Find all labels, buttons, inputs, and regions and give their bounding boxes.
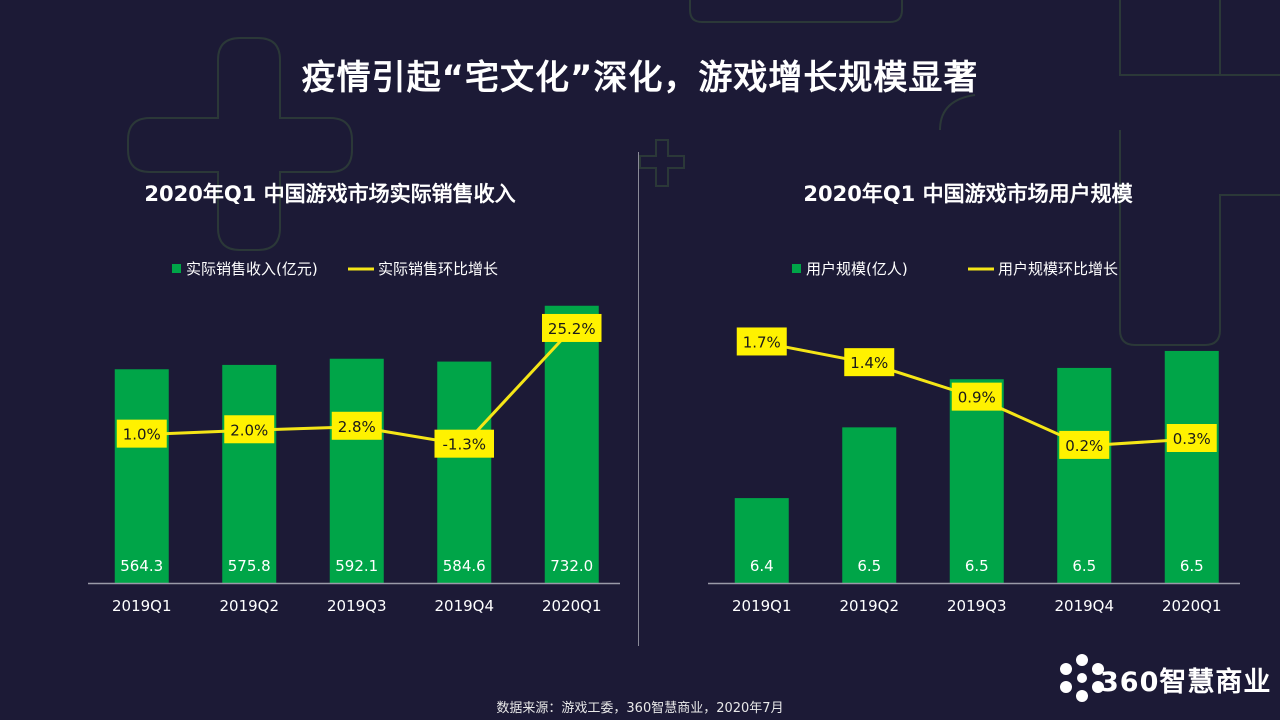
bar-2019Q1: [734, 498, 789, 583]
growth-label-text: 1.7%: [743, 333, 781, 351]
growth-label-2019Q4: 0.2%: [1059, 430, 1110, 459]
legend: 用户规模(亿人) 用户规模环比增长: [792, 260, 1118, 278]
plus-decoration-left: [127, 37, 353, 251]
growth-label-box: [736, 327, 787, 356]
controller-decoration-right: [1119, 0, 1280, 76]
growth-label-text: 0.9%: [958, 389, 996, 407]
growth-label-box: [844, 348, 895, 377]
page-title: 疫情引起“宅文化”深化，游戏增长规模显著: [301, 58, 979, 98]
growth-label-box: [224, 415, 275, 444]
bar-2019Q2: [222, 364, 277, 583]
growth-label-2020Q1: 0.3%: [1166, 424, 1217, 452]
growth-label-text: 2.0%: [230, 421, 268, 439]
x-tick-label: 2019Q3: [947, 597, 1007, 615]
bar-value-label: 6.5: [1072, 557, 1096, 575]
bar-2019Q1: [114, 369, 169, 583]
x-tick-label: 2019Q4: [434, 597, 494, 615]
logo-text: 360智慧商业: [1100, 667, 1272, 698]
growth-label-2020Q1: 25.2%: [542, 313, 602, 342]
growth-label-box: [542, 313, 602, 342]
x-tick-label: 2020Q1: [1162, 597, 1222, 615]
growth-label-2019Q1: 1.0%: [116, 419, 167, 448]
plus-decoration-top: [689, 0, 903, 23]
bar-value-label: 6.5: [1180, 557, 1204, 575]
revenue-chart: 实际销售收入(亿元) 实际销售环比增长 564.3 2019Q1 575.8 2019Q2…: [88, 260, 620, 615]
bar-value-label: 575.8: [228, 557, 271, 575]
legend-bar-label: 用户规模(亿人): [806, 260, 908, 278]
data-source-note: 数据来源：游戏工委，360智慧商业，2020年7月: [496, 701, 784, 716]
bar-2019Q4: [437, 361, 492, 583]
bar-value-label: 584.6: [443, 557, 486, 575]
bar-2019Q3: [329, 358, 384, 583]
chart-title-revenue: 2020年Q1 中国游戏市场实际销售收入: [144, 182, 516, 206]
growth-label-box: [951, 382, 1002, 411]
growth-label-text: 25.2%: [548, 320, 596, 338]
bar-value-label: 592.1: [335, 557, 378, 575]
bar-2019Q4: [1057, 367, 1112, 583]
legend-line-label: 用户规模环比增长: [998, 260, 1118, 278]
x-tick-label: 2020Q1: [542, 597, 602, 615]
legend-bar-label: 实际销售收入(亿元): [186, 260, 318, 278]
legend-bar-swatch: [792, 264, 801, 273]
logo-360-icon: [1060, 654, 1104, 702]
growth-label-text: 2.8%: [338, 418, 376, 436]
bar-2019Q3: [949, 379, 1004, 583]
x-tick-label: 2019Q2: [219, 597, 279, 615]
growth-label-box: [434, 429, 494, 458]
x-tick-label: 2019Q4: [1054, 597, 1114, 615]
legend-bar-swatch: [172, 264, 181, 273]
growth-label-text: 0.2%: [1065, 437, 1103, 455]
legend-line-label: 实际销售环比增长: [378, 260, 498, 278]
growth-label-2019Q3: 2.8%: [331, 411, 382, 440]
x-tick-label: 2019Q3: [327, 597, 387, 615]
chart-divider: [638, 152, 639, 646]
bar-2020Q1: [544, 305, 599, 583]
plus-decoration-small: [639, 139, 685, 187]
growth-label-box: [116, 419, 167, 448]
growth-label-2019Q2: 1.4%: [844, 348, 895, 377]
x-tick-label: 2019Q2: [839, 597, 899, 615]
growth-label-2019Q2: 2.0%: [224, 415, 275, 444]
x-tick-label: 2019Q1: [112, 597, 172, 615]
growth-label-2019Q1: 1.7%: [736, 327, 787, 356]
growth-label-box: [1166, 424, 1217, 452]
bar-value-label: 6.4: [750, 557, 774, 575]
growth-label-2019Q3: 0.9%: [951, 382, 1002, 411]
bar-2019Q2: [842, 427, 897, 583]
legend: 实际销售收入(亿元) 实际销售环比增长: [172, 260, 498, 278]
bar-value-label: 6.5: [965, 557, 989, 575]
chart-title-users: 2020年Q1 中国游戏市场用户规模: [803, 182, 1133, 206]
growth-label-text: 0.3%: [1173, 430, 1211, 448]
bar-value-label: 564.3: [120, 557, 163, 575]
users-chart: 用户规模(亿人) 用户规模环比增长 6.4 2019Q1 6.5 2019Q2 6.5 201…: [708, 260, 1240, 615]
growth-label-text: 1.0%: [123, 426, 161, 444]
bar-value-label: 732.0: [550, 557, 593, 575]
bar-value-label: 6.5: [857, 557, 881, 575]
growth-label-box: [1059, 430, 1110, 459]
growth-label-2019Q4: -1.3%: [434, 429, 494, 458]
x-tick-label: 2019Q1: [732, 597, 792, 615]
growth-label-box: [331, 411, 382, 440]
growth-label-text: -1.3%: [442, 436, 486, 454]
bar-2020Q1: [1164, 350, 1219, 583]
growth-label-text: 1.4%: [850, 354, 888, 372]
